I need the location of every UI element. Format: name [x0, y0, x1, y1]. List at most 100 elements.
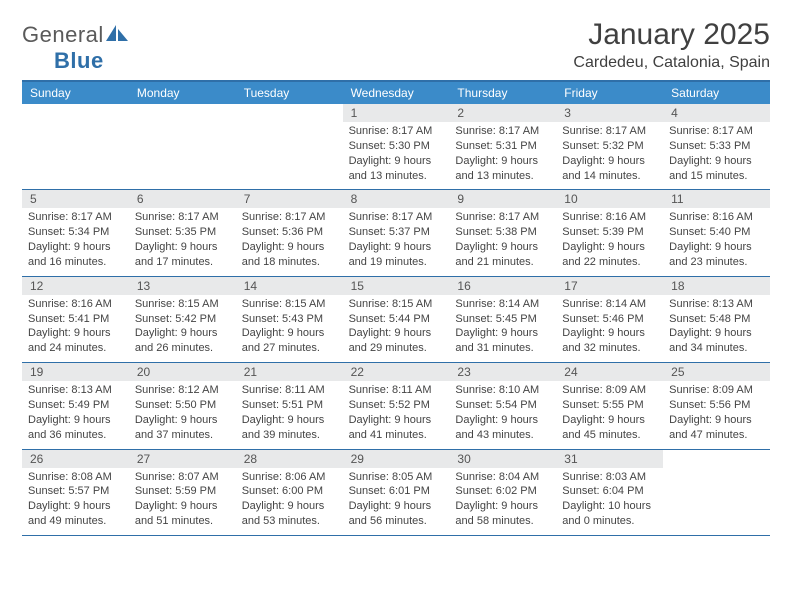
- day-cell: 3Sunrise: 8:17 AMSunset: 5:32 PMDaylight…: [556, 104, 663, 189]
- daylight1-line: Daylight: 9 hours: [455, 240, 550, 255]
- week-row: 5Sunrise: 8:17 AMSunset: 5:34 PMDaylight…: [22, 190, 770, 276]
- sunset-line: Sunset: 5:51 PM: [242, 398, 337, 413]
- day-number: [236, 104, 343, 122]
- day-number: 22: [343, 363, 450, 381]
- daylight2-line: and 58 minutes.: [455, 514, 550, 529]
- daylight1-line: Daylight: 9 hours: [135, 326, 230, 341]
- sunset-line: Sunset: 5:37 PM: [349, 225, 444, 240]
- day-number: 10: [556, 190, 663, 208]
- daylight2-line: and 51 minutes.: [135, 514, 230, 529]
- sunrise-line: Sunrise: 8:11 AM: [242, 383, 337, 398]
- sunset-line: Sunset: 5:34 PM: [28, 225, 123, 240]
- sunset-line: Sunset: 5:31 PM: [455, 139, 550, 154]
- day-info: Sunrise: 8:17 AMSunset: 5:37 PMDaylight:…: [349, 210, 444, 269]
- day-number: 13: [129, 277, 236, 295]
- daylight1-line: Daylight: 9 hours: [135, 413, 230, 428]
- day-number: 23: [449, 363, 556, 381]
- sunset-line: Sunset: 5:36 PM: [242, 225, 337, 240]
- sunrise-line: Sunrise: 8:17 AM: [455, 124, 550, 139]
- daylight1-line: Daylight: 9 hours: [349, 413, 444, 428]
- day-number: 30: [449, 450, 556, 468]
- day-cell: 25Sunrise: 8:09 AMSunset: 5:56 PMDayligh…: [663, 363, 770, 448]
- sunset-line: Sunset: 5:45 PM: [455, 312, 550, 327]
- daylight2-line: and 34 minutes.: [669, 341, 764, 356]
- sunset-line: Sunset: 6:01 PM: [349, 484, 444, 499]
- day-cell: [663, 450, 770, 535]
- day-info: Sunrise: 8:07 AMSunset: 5:59 PMDaylight:…: [135, 470, 230, 529]
- day-cell: 20Sunrise: 8:12 AMSunset: 5:50 PMDayligh…: [129, 363, 236, 448]
- daylight1-line: Daylight: 9 hours: [455, 154, 550, 169]
- header-row: General Blue January 2025 Cardedeu, Cata…: [22, 18, 770, 74]
- day-cell: 24Sunrise: 8:09 AMSunset: 5:55 PMDayligh…: [556, 363, 663, 448]
- daylight2-line: and 16 minutes.: [28, 255, 123, 270]
- day-info: Sunrise: 8:17 AMSunset: 5:33 PMDaylight:…: [669, 124, 764, 183]
- daylight2-line: and 13 minutes.: [455, 169, 550, 184]
- daylight2-line: and 47 minutes.: [669, 428, 764, 443]
- day-info: Sunrise: 8:11 AMSunset: 5:52 PMDaylight:…: [349, 383, 444, 442]
- daylight2-line: and 32 minutes.: [562, 341, 657, 356]
- sunrise-line: Sunrise: 8:16 AM: [669, 210, 764, 225]
- day-cell: 30Sunrise: 8:04 AMSunset: 6:02 PMDayligh…: [449, 450, 556, 535]
- sunrise-line: Sunrise: 8:15 AM: [349, 297, 444, 312]
- day-info: Sunrise: 8:16 AMSunset: 5:41 PMDaylight:…: [28, 297, 123, 356]
- sunset-line: Sunset: 5:33 PM: [669, 139, 764, 154]
- daylight1-line: Daylight: 9 hours: [455, 326, 550, 341]
- day-cell: [22, 104, 129, 189]
- sunrise-line: Sunrise: 8:16 AM: [28, 297, 123, 312]
- sunset-line: Sunset: 5:39 PM: [562, 225, 657, 240]
- day-info: Sunrise: 8:14 AMSunset: 5:45 PMDaylight:…: [455, 297, 550, 356]
- day-cell: [129, 104, 236, 189]
- sunrise-line: Sunrise: 8:03 AM: [562, 470, 657, 485]
- day-number: 19: [22, 363, 129, 381]
- day-cell: 2Sunrise: 8:17 AMSunset: 5:31 PMDaylight…: [449, 104, 556, 189]
- calendar: Sunday Monday Tuesday Wednesday Thursday…: [22, 82, 770, 536]
- day-number: 25: [663, 363, 770, 381]
- day-cell: 18Sunrise: 8:13 AMSunset: 5:48 PMDayligh…: [663, 277, 770, 362]
- sunset-line: Sunset: 5:57 PM: [28, 484, 123, 499]
- sunrise-line: Sunrise: 8:17 AM: [455, 210, 550, 225]
- sunrise-line: Sunrise: 8:09 AM: [562, 383, 657, 398]
- day-cell: 29Sunrise: 8:05 AMSunset: 6:01 PMDayligh…: [343, 450, 450, 535]
- daylight2-line: and 0 minutes.: [562, 514, 657, 529]
- daylight1-line: Daylight: 9 hours: [135, 240, 230, 255]
- day-info: Sunrise: 8:15 AMSunset: 5:44 PMDaylight:…: [349, 297, 444, 356]
- day-cell: 27Sunrise: 8:07 AMSunset: 5:59 PMDayligh…: [129, 450, 236, 535]
- daylight2-line: and 45 minutes.: [562, 428, 657, 443]
- sunrise-line: Sunrise: 8:14 AM: [562, 297, 657, 312]
- day-cell: [236, 104, 343, 189]
- sunrise-line: Sunrise: 8:10 AM: [455, 383, 550, 398]
- brand-part1: General: [22, 22, 104, 47]
- weekday-header: Sunday Monday Tuesday Wednesday Thursday…: [22, 82, 770, 104]
- day-number: 24: [556, 363, 663, 381]
- day-cell: 1 Sunrise: 8:17 AMSunset: 5:30 PMDaylight…: [343, 104, 450, 189]
- day-number: 18: [663, 277, 770, 295]
- brand-logo: General Blue: [22, 18, 129, 74]
- day-number: 21: [236, 363, 343, 381]
- day-number: 12: [22, 277, 129, 295]
- sunset-line: Sunset: 5:30 PM: [349, 139, 444, 154]
- title-block: January 2025 Cardedeu, Catalonia, Spain: [573, 18, 770, 72]
- sunset-line: Sunset: 5:55 PM: [562, 398, 657, 413]
- sunrise-line: Sunrise: 8:06 AM: [242, 470, 337, 485]
- location-text: Cardedeu, Catalonia, Spain: [573, 54, 770, 72]
- sunrise-line: Sunrise: 8:09 AM: [669, 383, 764, 398]
- sail-icon: [106, 25, 128, 43]
- day-number: 1: [343, 104, 450, 122]
- daylight2-line: and 14 minutes.: [562, 169, 657, 184]
- day-info: Sunrise: 8:16 AMSunset: 5:39 PMDaylight:…: [562, 210, 657, 269]
- weekday-label: Tuesday: [236, 82, 343, 104]
- day-number: 3: [556, 104, 663, 122]
- daylight1-line: Daylight: 9 hours: [135, 499, 230, 514]
- daylight1-line: Daylight: 9 hours: [669, 240, 764, 255]
- sunrise-line: Sunrise: 8:17 AM: [669, 124, 764, 139]
- week-row: 12 Sunrise: 8:16 AMSunset: 5:41 PMDayligh…: [22, 277, 770, 363]
- sunrise-line: Sunrise: 8:13 AM: [669, 297, 764, 312]
- sunrise-line: Sunrise: 8:17 AM: [349, 124, 444, 139]
- day-number: 14: [236, 277, 343, 295]
- daylight1-line: Daylight: 9 hours: [349, 154, 444, 169]
- daylight2-line: and 19 minutes.: [349, 255, 444, 270]
- week-row: 19Sunrise: 8:13 AMSunset: 5:49 PMDayligh…: [22, 363, 770, 449]
- sunrise-line: Sunrise: 8:05 AM: [349, 470, 444, 485]
- sunset-line: Sunset: 5:35 PM: [135, 225, 230, 240]
- daylight2-line: and 39 minutes.: [242, 428, 337, 443]
